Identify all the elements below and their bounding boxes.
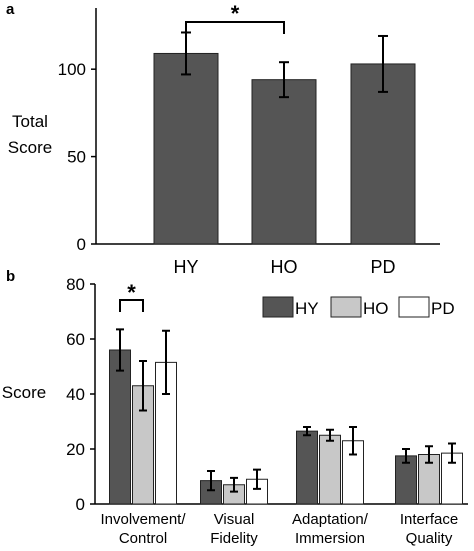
panel-b-bar-HY — [109, 349, 131, 505]
panel-b-ytick-label: 20 — [66, 440, 85, 459]
panel-a-bar-HY — [153, 52, 219, 245]
panel-b-ylabel: Score — [2, 383, 46, 402]
panel-a-ytick-label: 50 — [67, 148, 86, 167]
panel-b-ytick-label: 40 — [66, 385, 85, 404]
panel-a-label: a — [6, 1, 15, 18]
panel-b-category-label: Adaptation/ — [292, 511, 369, 528]
panel-b-bar-HY — [296, 430, 318, 505]
legend-label-PD: PD — [431, 299, 455, 318]
panel-a-ylabel-line-2: Score — [8, 138, 52, 157]
legend-swatch-HY — [262, 296, 294, 318]
panel-b-chart: 0 20 40 60 80 Involvement/Control Visual Fideli… — [66, 275, 468, 547]
panel-a-ytick-label: 0 — [77, 235, 86, 254]
panel-b-category-label: Involvement/ — [100, 511, 186, 528]
panel-a-ylabel-line-1: Total — [12, 112, 48, 131]
panel-a-category-label: HO — [271, 257, 298, 277]
legend-swatch-HO — [330, 296, 362, 318]
legend-label-HY: HY — [295, 299, 319, 318]
panel-b-category-label: Control — [119, 530, 167, 547]
panel-a-bar-HO — [251, 79, 317, 245]
panel-a-category-label: PD — [370, 257, 395, 277]
panel-b-label: b — [6, 268, 15, 285]
panel-b-ytick-label: 60 — [66, 330, 85, 349]
panel-b-category-label: Quality — [406, 530, 453, 547]
panel-b-category-label: Fidelity — [210, 530, 258, 547]
panel-a-category-label: HY — [173, 257, 198, 277]
legend-swatch-PD — [398, 296, 430, 318]
panel-b-ytick-label: 0 — [76, 495, 85, 514]
panel-b-significance-bracket — [119, 299, 144, 312]
panel-b-significance-star: * — [127, 280, 136, 305]
legend-label-HO: HO — [363, 299, 389, 318]
panel-b-category-label: Interface — [400, 511, 458, 528]
panel-a-ytick-label: 100 — [58, 60, 86, 79]
panel-b-category-label: Visual — [214, 511, 255, 528]
panel-a-significance-bracket — [185, 21, 285, 34]
panel-b-ytick-label: 80 — [66, 275, 85, 294]
panel-b-bar-HO — [319, 434, 341, 505]
panel-a-bar-PD — [350, 63, 416, 245]
panel-a-significance-star: * — [231, 1, 240, 26]
panel-b-category-label: Immersion — [295, 530, 365, 547]
panel-a-chart: 0 50 100 HY HO PD * — [58, 1, 440, 277]
